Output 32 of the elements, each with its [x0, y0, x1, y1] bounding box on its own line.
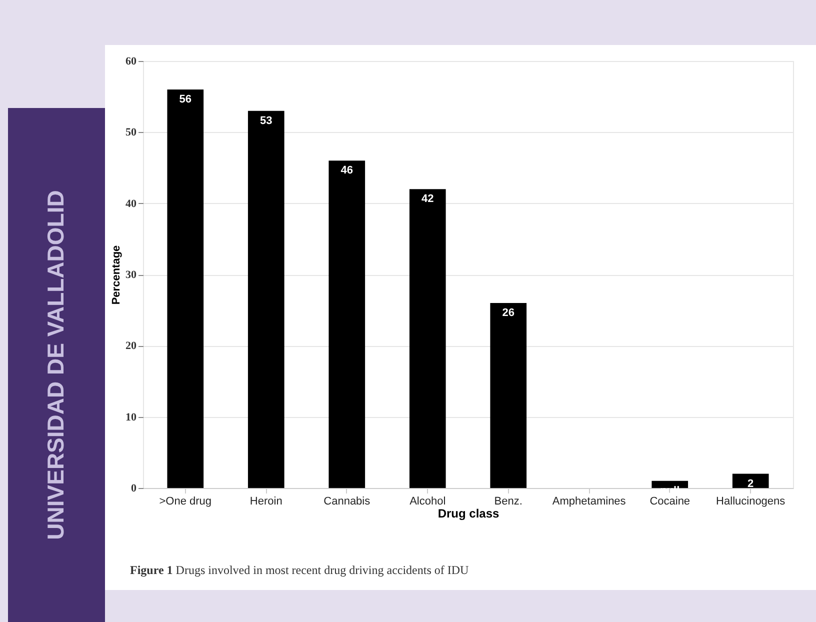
x-tick-label: Heroin — [250, 496, 282, 508]
x-tick-label: Amphetamines — [552, 496, 626, 508]
bar — [490, 302, 527, 488]
bar — [328, 160, 366, 488]
x-tick-label: Hallucinogens — [716, 496, 786, 508]
y-axis-title: Percentage — [110, 245, 122, 305]
x-tick-label: Benz. — [494, 496, 522, 508]
x-axis-title: Drug class — [438, 506, 500, 520]
text: UNIVERSIDAD DE VALLADOLID — [42, 190, 70, 540]
x-tick-label: Cocaine — [650, 496, 690, 508]
data-label: 46 — [340, 164, 354, 177]
data-label: 2 — [748, 478, 754, 490]
x-tick-label: >One drug — [159, 496, 212, 508]
y-tick-label: 60 — [126, 56, 137, 68]
y-tick-label: 40 — [126, 198, 137, 210]
y-tick-label: 20 — [126, 340, 137, 352]
bar — [248, 110, 284, 488]
x-tick-label: Cannabis — [324, 496, 371, 508]
bar — [167, 89, 204, 488]
data-label: 42 — [422, 193, 434, 206]
data-label: 26 — [502, 306, 514, 319]
y-tick-label: 0 — [131, 482, 137, 494]
bar — [409, 189, 446, 488]
data-label: 53 — [260, 114, 272, 127]
bar — [652, 480, 688, 488]
y-tick-label: 50 — [126, 126, 137, 139]
caption: Figure 1 Drugs involved in most recent drug driving accidents of IDU — [130, 563, 469, 578]
bar — [732, 474, 769, 488]
y-tick-label: 10 — [126, 411, 137, 424]
data-label: 56 — [179, 93, 192, 106]
y-tick-label: 30 — [126, 269, 137, 281]
x-tick-label: Alcohol — [410, 496, 446, 508]
